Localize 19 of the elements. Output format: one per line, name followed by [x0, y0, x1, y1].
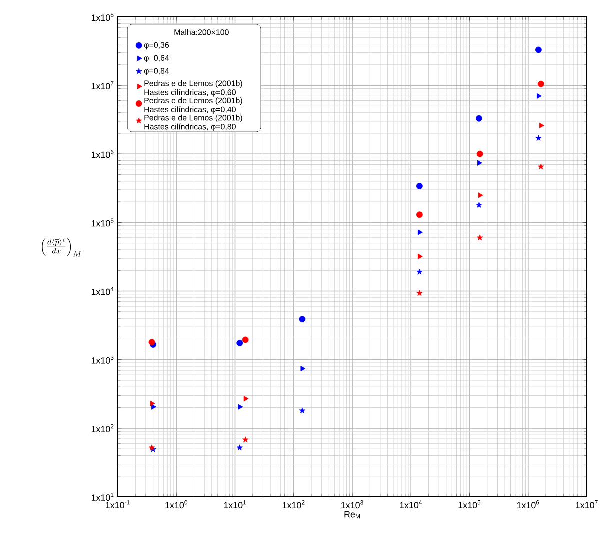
y-tick-label: 1x10$^{8}$	[92, 12, 114, 22]
y-tick-label: 1x10$^{1}$	[92, 493, 114, 502]
x-tick-label: 1x10$^{4}$	[400, 500, 422, 509]
y-tick-label: 1x10$^{3}$	[92, 356, 114, 364]
x-tick-label: 1x10$^{0}$	[166, 500, 188, 509]
y-axis-title: $\left(\frac{d\langle\overline{p}\rangle^{i}}{dx}\right)_{M}$	[42, 238, 82, 257]
y-tick-label: 1x10$^{6}$	[92, 150, 114, 158]
x-tick-label: 1x10$^{1}$	[224, 500, 246, 509]
y-tick-label: 1x10$^{2}$	[92, 424, 114, 432]
x-tick-label: 1x10$^{7}$	[576, 500, 598, 509]
y-tick-label: 1x10$^{5}$	[92, 218, 114, 227]
x-tick-label: 1x10$^{5}$	[458, 500, 481, 509]
y-tick-label: 1x10$^{7}$	[92, 82, 114, 90]
x-tick-label: 1x10$^{6}$	[517, 500, 540, 509]
x-tick-label: 1x10$^{3}$	[342, 500, 364, 509]
x-tick-label: 1x10$^{-1}$	[106, 500, 130, 509]
x-axis-title: Re$_{M}$	[344, 511, 360, 519]
x-tick-label: 1x10$^{2}$	[282, 500, 305, 509]
y-tick-label: 1x10$^{4}$	[92, 287, 114, 296]
